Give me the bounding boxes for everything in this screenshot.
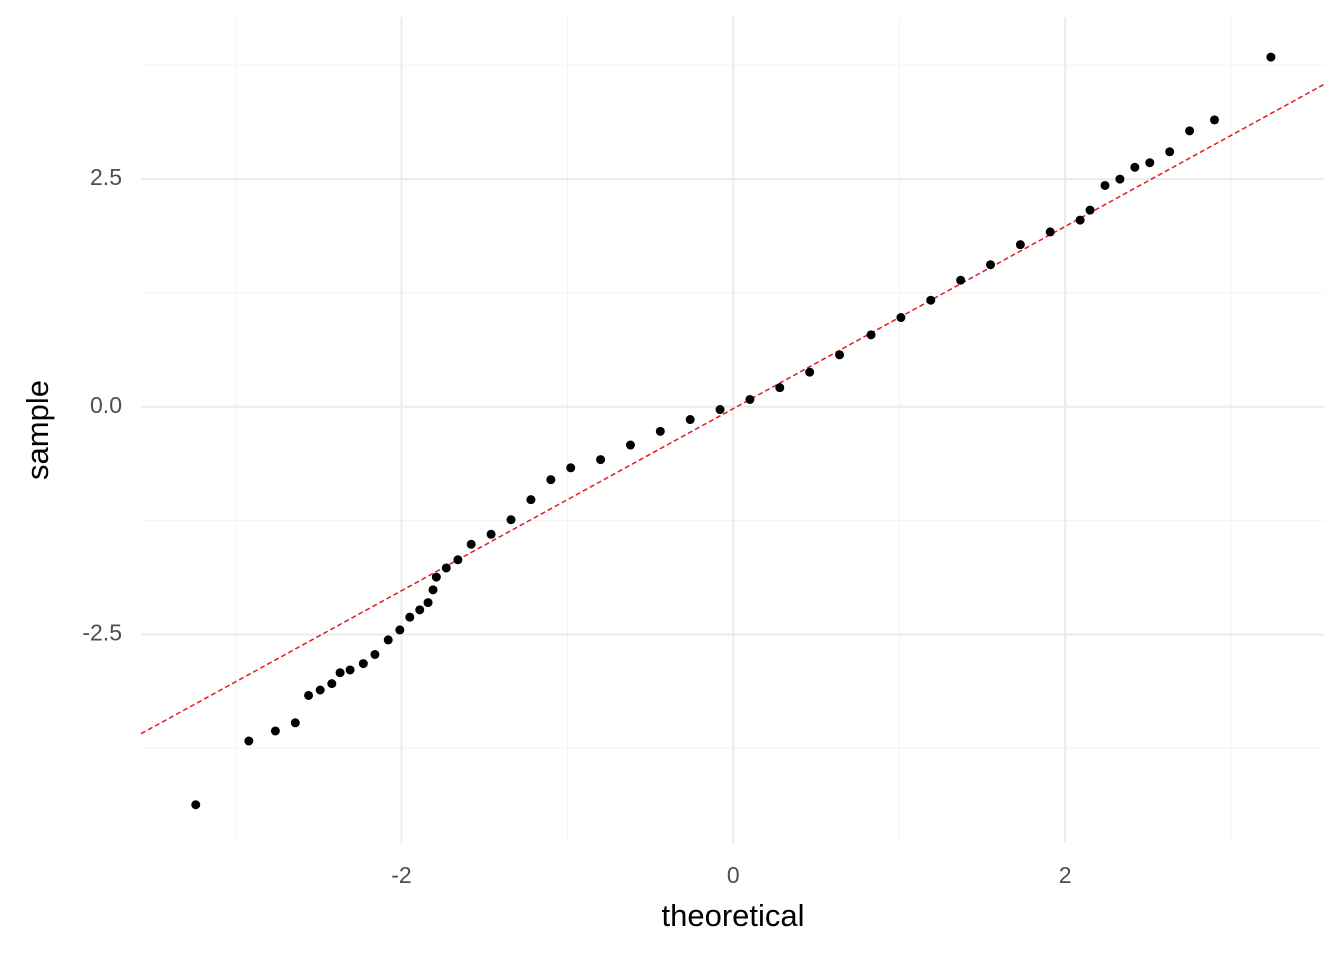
x-tick-label: 2	[1059, 862, 1072, 888]
point	[191, 800, 201, 810]
point	[745, 394, 755, 404]
point	[1045, 227, 1055, 237]
point	[596, 455, 606, 465]
point	[327, 679, 337, 689]
point	[1145, 158, 1155, 168]
point	[290, 718, 300, 728]
point	[506, 515, 516, 525]
point	[986, 260, 996, 270]
point	[956, 275, 966, 285]
point	[405, 612, 415, 622]
point	[1015, 240, 1025, 250]
point	[866, 330, 876, 340]
point	[270, 726, 280, 736]
point	[655, 426, 665, 436]
x-axis-title: theoretical	[661, 898, 804, 933]
point	[896, 313, 906, 323]
point	[1165, 147, 1175, 157]
point	[466, 539, 476, 549]
point	[1266, 52, 1276, 62]
point	[441, 563, 451, 573]
point	[370, 649, 380, 659]
point	[775, 383, 785, 393]
y-axis-title: sample	[20, 380, 55, 480]
y-tick-label: -2.5	[82, 620, 122, 646]
point	[1115, 174, 1125, 184]
point	[805, 367, 815, 377]
point	[315, 685, 325, 695]
point	[1209, 115, 1219, 125]
point	[428, 585, 438, 595]
point	[566, 463, 576, 473]
point	[486, 529, 496, 539]
point	[415, 605, 425, 615]
point	[383, 635, 393, 645]
point	[345, 665, 355, 675]
point	[1100, 180, 1110, 190]
point	[431, 572, 441, 582]
point	[835, 350, 845, 360]
point	[358, 659, 368, 669]
point	[625, 440, 635, 450]
point	[335, 668, 345, 678]
point	[926, 295, 936, 305]
point	[715, 405, 725, 415]
y-tick-label: 2.5	[90, 164, 122, 190]
point	[244, 736, 254, 746]
point	[1075, 215, 1085, 225]
point	[395, 625, 405, 635]
point	[1185, 126, 1195, 136]
point	[423, 598, 433, 608]
point	[1130, 162, 1140, 172]
reference-line	[140, 83, 1325, 735]
x-tick-label: -2	[391, 862, 411, 888]
point	[304, 690, 314, 700]
point	[526, 495, 536, 505]
point	[453, 555, 463, 565]
y-tick-label: 0.0	[90, 392, 122, 418]
point	[546, 475, 556, 485]
x-tick-label: 0	[727, 862, 740, 888]
point	[1085, 205, 1095, 215]
point	[685, 415, 695, 425]
